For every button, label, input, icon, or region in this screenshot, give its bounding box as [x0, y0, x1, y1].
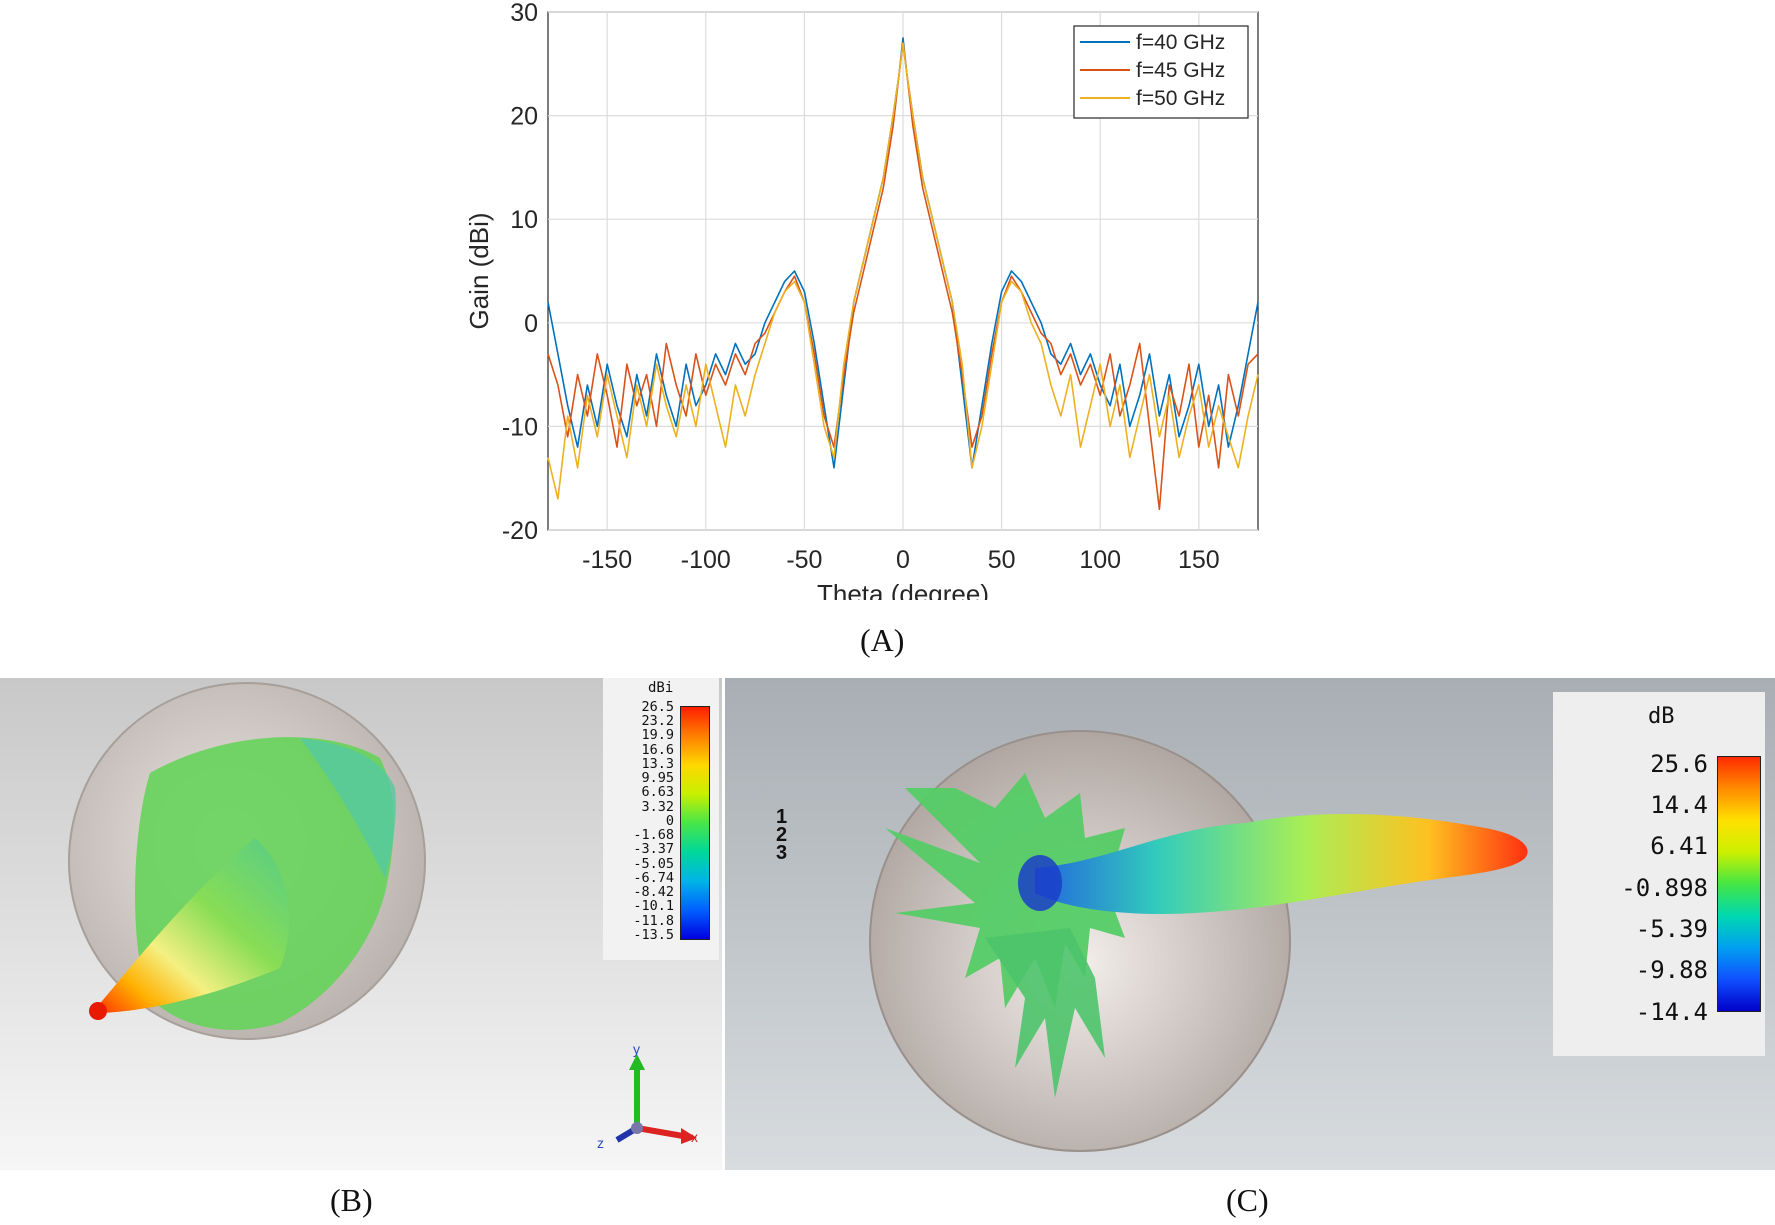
- colorbar-tick-label: 23.2: [641, 713, 674, 730]
- colorbar-tick-label: 6.41: [1650, 832, 1708, 861]
- x-tick-label: -150: [582, 546, 632, 574]
- colorbar-tick-label: -3.37: [633, 841, 674, 858]
- colorbar-tick-label: -8.42: [633, 884, 674, 901]
- caption-a: (A): [860, 622, 905, 658]
- axis-x-label: x: [691, 1129, 698, 1145]
- x-tick-label: 100: [1079, 546, 1121, 574]
- feed-center: [1018, 855, 1062, 911]
- caption-c: (C): [1226, 1182, 1269, 1218]
- legend-entry: f=40 GHz: [1136, 31, 1225, 54]
- colorbar-tick-label: -5.39: [1635, 914, 1708, 943]
- series-lines: [547, 37, 1259, 511]
- axis-y-label: y: [633, 1041, 640, 1057]
- y-tick-label: 10: [510, 206, 538, 234]
- port-marker-3: 3: [776, 842, 788, 864]
- sidelobe-lower: [985, 928, 1105, 1098]
- legend-entry: f=45 GHz: [1136, 59, 1225, 82]
- panel-c-pattern: [869, 730, 1528, 1152]
- colorbar-c-unit: dB: [1648, 704, 1675, 729]
- y-tick-label: -20: [502, 517, 538, 545]
- x-tick-label: 150: [1178, 546, 1220, 574]
- axes-triad: y x z: [597, 1041, 698, 1150]
- cone-tip: [89, 1002, 107, 1020]
- y-tick-label: 30: [510, 0, 538, 27]
- colorbar-tick-label: -1.68: [633, 827, 674, 844]
- colorbar-tick-label: 3.32: [641, 798, 674, 815]
- colorbar-tick-label: -10.1: [633, 898, 674, 915]
- x-tick-label: 0: [896, 546, 910, 574]
- colorbar-tick-label: 9.95: [641, 770, 674, 787]
- y-tick-label: 0: [524, 310, 538, 338]
- panel-b-pattern: [68, 682, 426, 1040]
- colorbar-tick-label: -9.88: [1635, 956, 1708, 985]
- main-lobe: [1035, 813, 1528, 914]
- colorbar-tick-label: -11.8: [633, 912, 674, 929]
- colorbar-b-gradient: [680, 706, 710, 940]
- sidelobe-surface-back: [300, 738, 396, 878]
- colorbar-tick-label: -13.5: [633, 926, 674, 943]
- x-tick-label: 50: [988, 546, 1016, 574]
- axis-z-label: z: [597, 1135, 604, 1150]
- colorbar-b-unit: dBi: [648, 680, 674, 696]
- colorbar-tick-label: -0.898: [1621, 873, 1708, 902]
- x-axis-label: Theta (degree): [817, 579, 989, 600]
- colorbar-tick-label: 13.3: [641, 755, 674, 772]
- y-tick-label: -10: [502, 413, 538, 441]
- y-axis-label: Gain (dBi): [464, 212, 494, 329]
- x-tick-label: -100: [681, 546, 731, 574]
- x-tick-label: -50: [786, 546, 822, 574]
- colorbar-tick-label: -14.4: [1635, 997, 1708, 1026]
- port-marker-1: 1: [776, 806, 788, 828]
- colorbar-tick-label: -6.74: [633, 869, 674, 886]
- colorbar-tick-label: 14.4: [1650, 790, 1708, 819]
- port-marker-labels: 1 2 3: [658, 806, 788, 864]
- colorbar-tick-label: 26.5: [641, 698, 674, 715]
- series-line-3: [547, 42, 1259, 500]
- colorbar-tick-label: 25.6: [1650, 749, 1708, 778]
- colorbar-tick-label: 0: [665, 812, 674, 829]
- y-tick-label: 20: [510, 103, 538, 131]
- legend-entry: f=50 GHz: [1136, 87, 1225, 110]
- caption-b: (B): [330, 1182, 373, 1218]
- colorbar-c-gradient: [1717, 756, 1761, 1012]
- main-lobe-cone: [92, 838, 290, 1013]
- series-line-1: [547, 37, 1259, 469]
- colorbar-tick-label: -5.05: [633, 855, 674, 872]
- colorbar-tick-label: 16.6: [641, 741, 674, 758]
- colorbar-tick-label: 6.63: [641, 784, 674, 801]
- colorbar-tick-label: 19.9: [641, 727, 674, 744]
- legend: f=40 GHz f=45 GHz f=50 GHz: [1073, 25, 1249, 119]
- port-marker-2: 2: [776, 824, 788, 846]
